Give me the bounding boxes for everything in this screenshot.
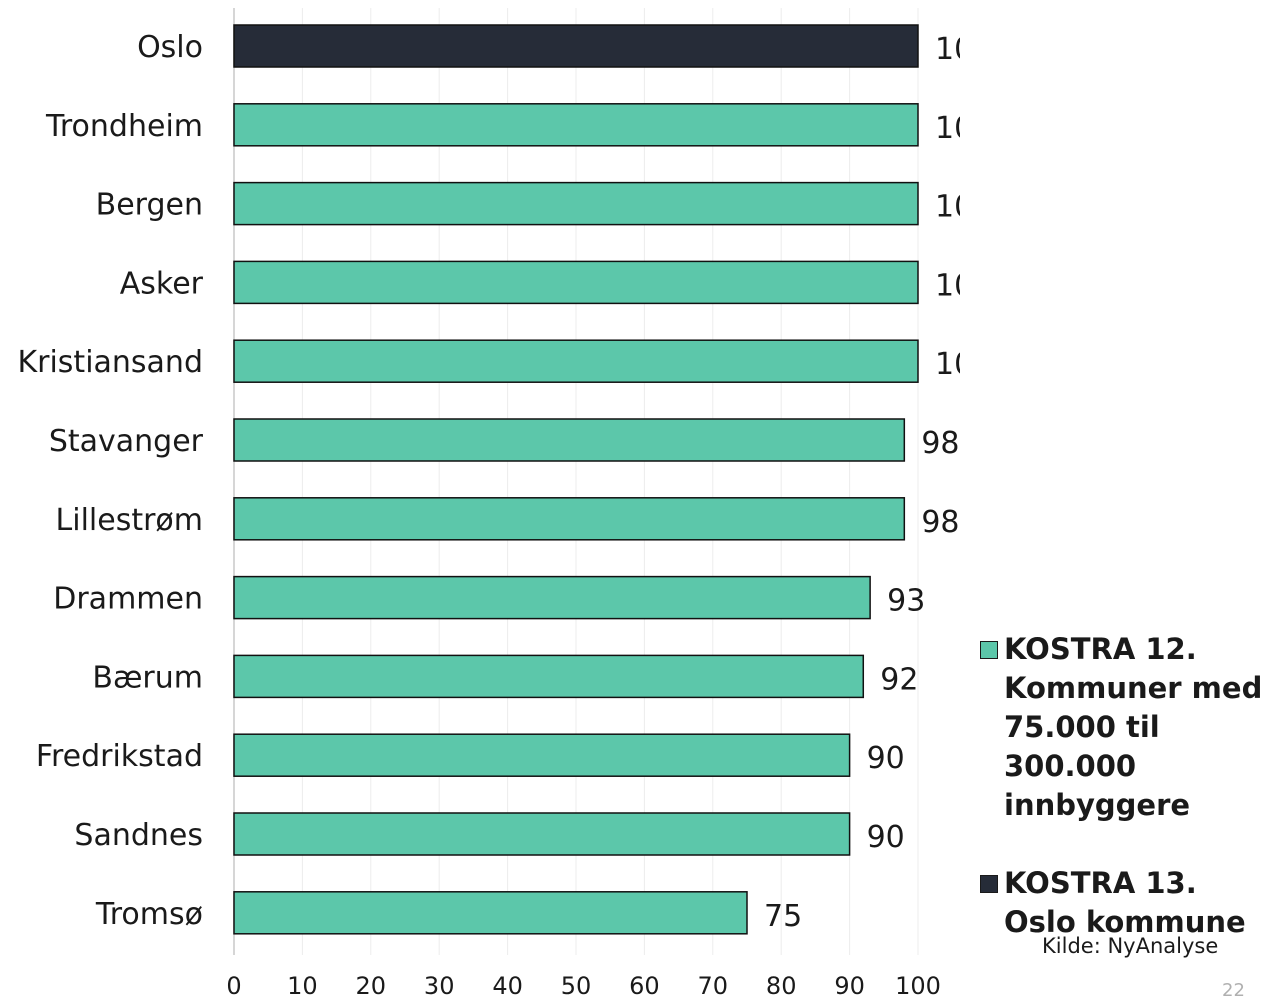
value-label: 100 [935, 32, 960, 67]
category-label: Sandnes [74, 818, 203, 853]
value-label: 100 [935, 111, 960, 146]
bar [233, 103, 919, 147]
x-tick-label: 20 [356, 972, 387, 999]
category-label: Fredrikstad [36, 739, 203, 774]
category-label: Tromsø [95, 897, 203, 932]
x-tick-label: 30 [424, 972, 455, 999]
category-label: Bergen [96, 188, 203, 223]
value-label: 75 [764, 899, 802, 934]
legend-swatch-kostra-13 [980, 875, 998, 893]
x-tick-label: 10 [287, 972, 318, 999]
bar [233, 418, 906, 462]
x-tick-label: 0 [226, 972, 241, 999]
legend-item-kostra-13: KOSTRA 13. Oslo kommune [980, 864, 1275, 942]
bar-chart: Oslo Trondheim Bergen Asker Kristiansand Stav… [17, 8, 960, 999]
value-label: 93 [887, 584, 925, 619]
value-label: 92 [880, 662, 918, 697]
legend-label-kostra-13: KOSTRA 13. Oslo kommune [1004, 866, 1246, 939]
bar [233, 181, 919, 226]
x-axis-ticks: 0 10 20 30 40 50 60 70 80 90 100 [226, 972, 941, 999]
bar [233, 654, 865, 699]
category-label: Kristiansand [17, 345, 203, 380]
category-label: Drammen [53, 582, 203, 617]
value-label: 100 [935, 190, 960, 225]
value-label: 100 [935, 268, 960, 303]
bar [233, 891, 748, 935]
bar [233, 497, 906, 541]
bar [233, 260, 919, 305]
category-label: Trondheim [45, 109, 203, 144]
bar [233, 733, 851, 777]
page-number: 22 [1222, 980, 1245, 1001]
bar [233, 575, 871, 620]
x-tick-label: 50 [561, 972, 592, 999]
bar [233, 339, 919, 383]
legend: KOSTRA 12. Kommuner med 75.000 til 300.0… [980, 630, 1275, 981]
category-label: Bærum [92, 660, 203, 695]
category-labels: Oslo Trondheim Bergen Asker Kristiansand Stav… [17, 30, 203, 932]
value-label: 100 [935, 347, 960, 382]
source-note: Kilde: NyAnalyse [1042, 934, 1219, 958]
bars [233, 24, 919, 935]
x-tick-label: 100 [895, 972, 941, 999]
value-labels: 100 100 100 100 100 98 98 93 92 90 90 75 [764, 32, 960, 934]
bar [233, 24, 919, 68]
category-label: Stavanger [49, 424, 204, 459]
x-tick-label: 90 [834, 972, 865, 999]
value-label: 90 [867, 820, 905, 855]
value-label: 90 [867, 741, 905, 776]
legend-swatch-kostra-12 [980, 641, 998, 659]
gridlines [233, 8, 919, 955]
value-label: 98 [921, 426, 959, 461]
x-tick-label: 60 [629, 972, 660, 999]
legend-label-kostra-12: KOSTRA 12. Kommuner med 75.000 til 300.0… [1004, 632, 1263, 822]
value-label: 98 [921, 505, 959, 540]
x-tick-label: 70 [698, 972, 729, 999]
x-tick-label: 40 [492, 972, 523, 999]
category-label: Oslo [137, 30, 203, 65]
category-label: Lillestrøm [56, 503, 203, 538]
legend-item-kostra-12: KOSTRA 12. Kommuner med 75.000 til 300.0… [980, 630, 1275, 825]
category-label: Asker [120, 266, 204, 301]
bar [233, 812, 851, 856]
x-tick-label: 80 [766, 972, 797, 999]
